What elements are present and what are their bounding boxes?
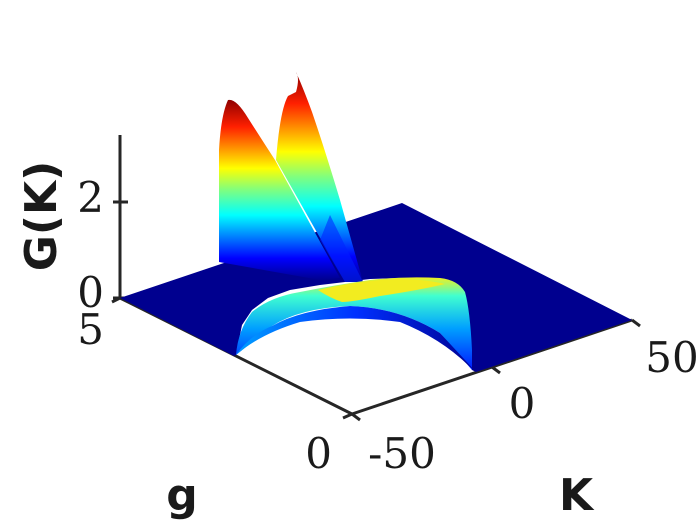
k-tick-label: 0 — [509, 379, 536, 428]
g-axis-label: g — [166, 470, 198, 521]
k-tick-label: -50 — [368, 429, 436, 478]
k-tick-mark — [351, 412, 361, 422]
g-tick-label: 0 — [305, 429, 332, 478]
surface-floor — [120, 203, 632, 372]
arch-surface-front — [236, 306, 476, 372]
ridge-shade-right — [320, 215, 363, 282]
tick-labels: 2 0 5 0 -50 0 50 — [77, 173, 698, 478]
z-tick-label: 0 — [77, 268, 104, 317]
k-tick-mark — [491, 365, 501, 375]
g-tick-label: 5 — [77, 305, 104, 354]
z-axis-label: G(K) — [16, 161, 67, 271]
arch-crest — [318, 279, 445, 302]
g-tick-mark — [111, 296, 121, 304]
ridge-surface-left — [219, 99, 340, 281]
k-tick-mark — [631, 318, 641, 328]
arch-surface-top — [236, 277, 472, 370]
k-axis-label: K — [559, 470, 595, 521]
k-tick-label: 50 — [645, 333, 698, 382]
g-tick-mark — [342, 412, 353, 420]
ridge-surface-right — [276, 72, 363, 282]
z-tick-label: 2 — [77, 173, 104, 222]
